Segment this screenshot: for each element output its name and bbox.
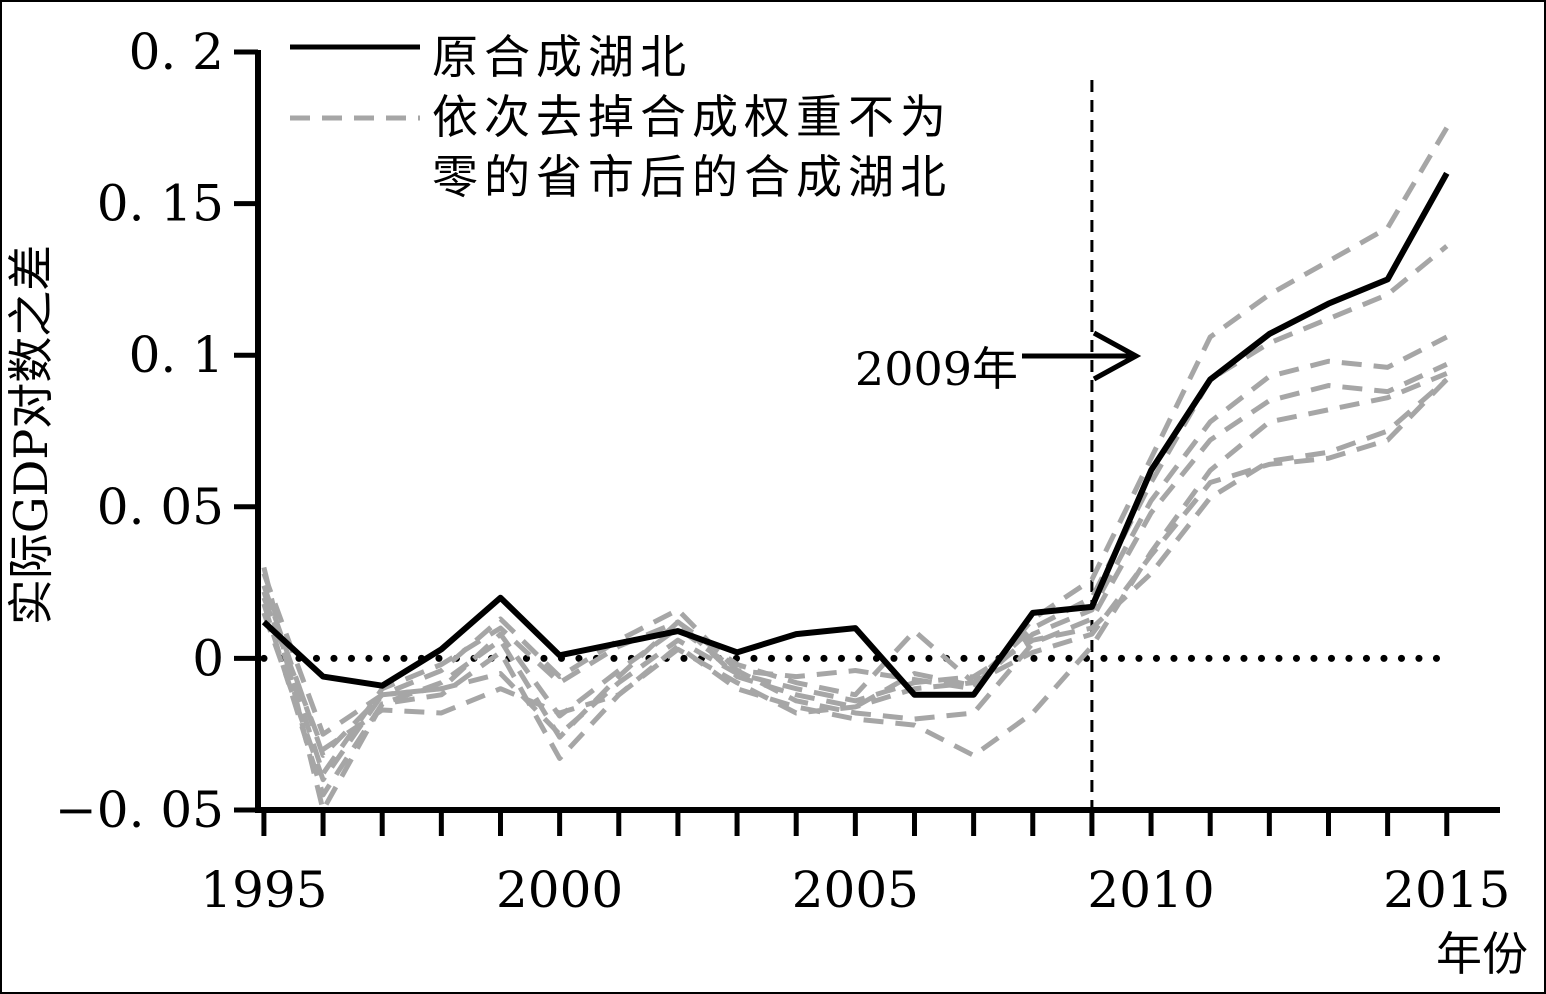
legend-label-removed-line1: 依次去掉合成权重不为 bbox=[432, 90, 952, 144]
series-line-removed-2 bbox=[261, 244, 1449, 777]
annotation-label: 2009年 bbox=[855, 342, 1018, 396]
annotation-2009: 2009年 bbox=[855, 330, 1142, 396]
y-tick-label: 0. 1 bbox=[129, 326, 224, 384]
legend-label-removed-line2: 零的省市后的合成湖北 bbox=[432, 150, 952, 204]
legend-label-original: 原合成湖北 bbox=[432, 30, 692, 84]
series-line-original bbox=[261, 171, 1450, 698]
series-line-removed-3 bbox=[261, 334, 1448, 798]
x-tick-label: 1995 bbox=[200, 861, 327, 919]
x-tick-label: 2005 bbox=[792, 861, 919, 919]
series-line-removed-5 bbox=[261, 371, 1448, 813]
x-tick-label: 2015 bbox=[1383, 861, 1510, 919]
y-tick-label: 0. 05 bbox=[97, 478, 224, 536]
series-line-removed-6 bbox=[261, 377, 1449, 752]
axes bbox=[234, 49, 1500, 836]
series-line-removed-4 bbox=[261, 362, 1448, 783]
series-line-removed-7 bbox=[261, 377, 1449, 758]
legend: 原合成湖北 依次去掉合成权重不为 零的省市后的合成湖北 bbox=[290, 30, 952, 204]
x-tick-label: 2010 bbox=[1087, 861, 1214, 919]
tick-labels: −0. 05 0 0. 05 0. 1 0. 15 0. 2 1995 2000 2005 201… bbox=[55, 23, 1511, 919]
series-lines bbox=[261, 126, 1450, 813]
reference-lines bbox=[260, 80, 1451, 810]
y-tick-label: 0 bbox=[192, 629, 224, 687]
x-axis-label: 年份 bbox=[1436, 927, 1528, 981]
annotation-arrow-head bbox=[1092, 330, 1142, 382]
y-tick-label: −0. 05 bbox=[55, 781, 224, 839]
series-line-removed-1 bbox=[261, 126, 1449, 737]
y-tick-label: 0. 2 bbox=[129, 23, 224, 81]
y-tick-label: 0. 15 bbox=[97, 175, 224, 233]
y-axis-label: 实际GDP对数之差 bbox=[4, 245, 58, 626]
x-tick-label: 2000 bbox=[496, 861, 623, 919]
